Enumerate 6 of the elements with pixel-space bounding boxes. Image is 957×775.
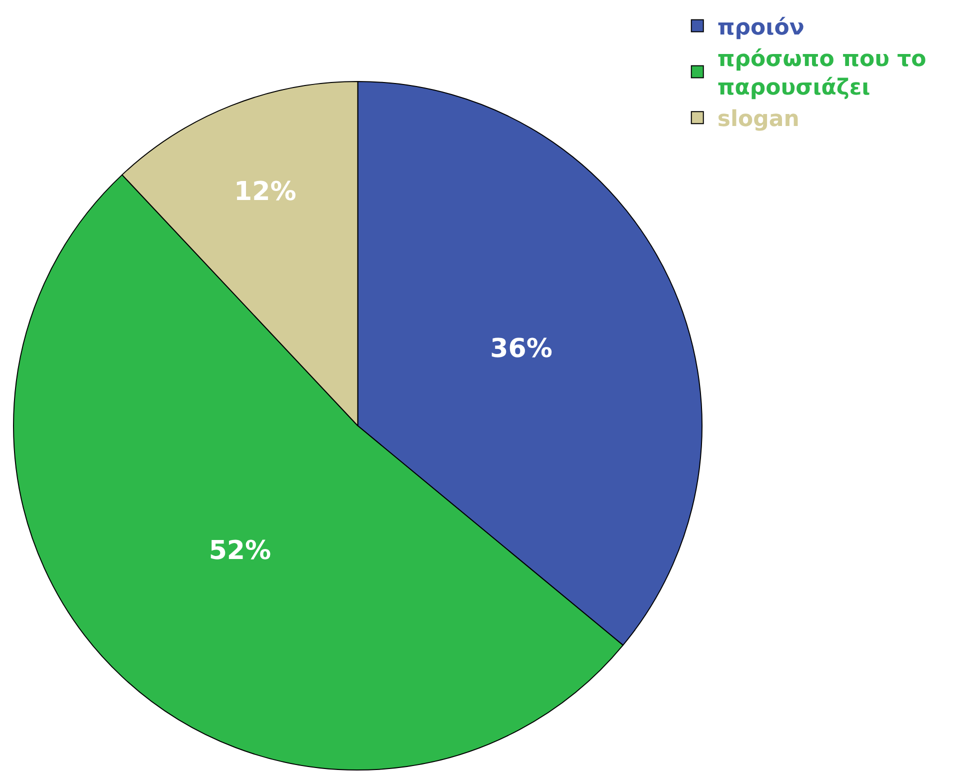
data-label: 36% [490,334,552,364]
legend-label: πρόσωπο που το παρουσιάζει [717,46,926,101]
legend-label: slogan [717,107,800,132]
data-label: 52% [208,536,272,566]
legend-label: προιόν [717,15,804,40]
data-label: 12% [234,176,296,207]
